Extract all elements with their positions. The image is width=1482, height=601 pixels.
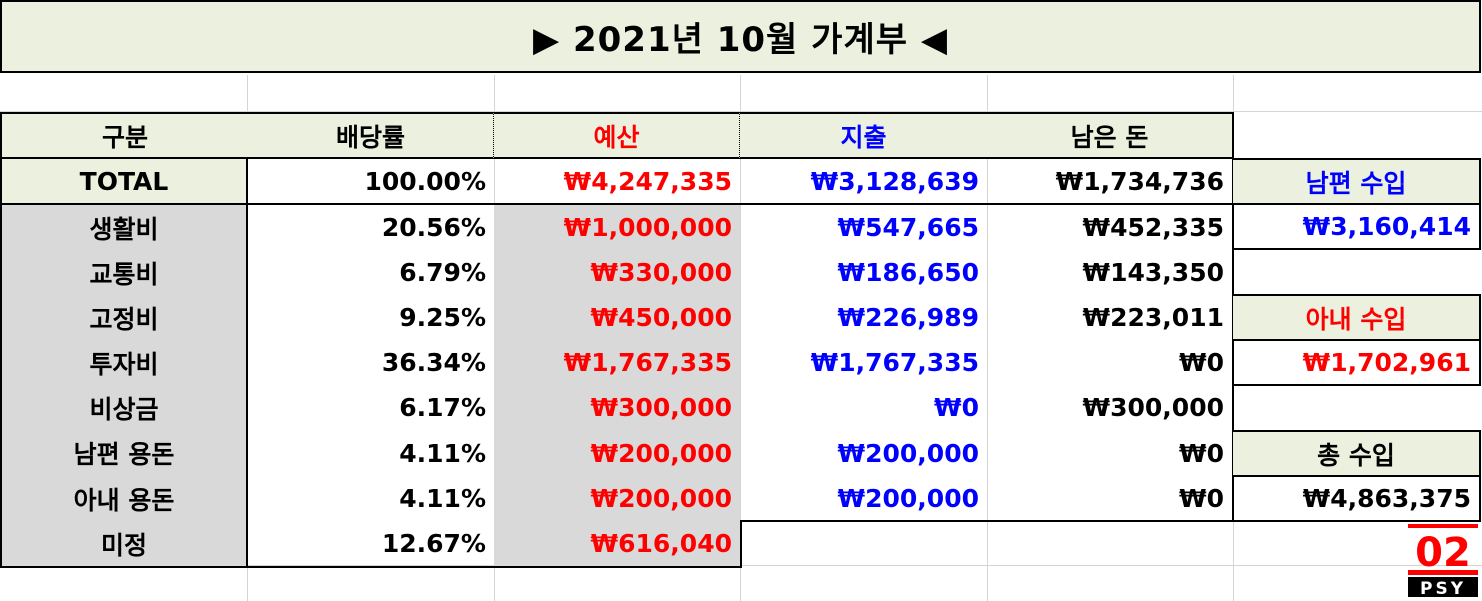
row-remaining[interactable]: ₩223,011 — [987, 295, 1234, 340]
total-label[interactable]: TOTAL — [0, 159, 248, 205]
row-expense[interactable]: ₩0 — [934, 393, 979, 422]
wife-income-label[interactable]: 아내 수입 — [1233, 294, 1481, 341]
row-expense[interactable]: ₩200,000 — [740, 476, 987, 522]
row-ratio[interactable]: 4.11% — [399, 484, 486, 513]
row-budget[interactable]: ₩330,000 — [494, 250, 740, 295]
row-label[interactable]: 고정비 — [0, 295, 248, 340]
total-ratio[interactable]: 100.00% — [248, 159, 494, 205]
total-budget[interactable]: ₩4,247,335 — [494, 159, 740, 205]
row-ratio[interactable]: 20.56% — [381, 213, 486, 242]
row-label[interactable]: 투자비 — [0, 340, 248, 385]
row-ratio[interactable]: 4.11% — [399, 438, 486, 468]
row-budget[interactable]: ₩450,000 — [494, 295, 740, 340]
row-label[interactable]: 미정 — [0, 521, 248, 568]
row-ratio[interactable]: 9.25% — [399, 303, 486, 332]
sheet-title-cell[interactable]: ▶ 2021년 10월 가계부 ◀ — [0, 0, 1481, 73]
row-remaining[interactable]: ₩0 — [987, 476, 1234, 522]
row-ratio[interactable]: 6.17% — [399, 393, 486, 422]
row-budget[interactable]: ₩1,767,335 — [494, 340, 740, 385]
header-ratio[interactable]: 배당률 — [248, 112, 494, 159]
header-remaining[interactable]: 남은 돈 — [987, 112, 1234, 159]
logo-top-text: 02 — [1415, 530, 1471, 576]
row-label[interactable]: 생활비 — [0, 205, 248, 250]
row-remaining[interactable]: ₩452,335 — [987, 205, 1234, 250]
header-expense[interactable]: 지출 — [740, 112, 987, 159]
row-expense[interactable]: ₩226,989 — [837, 303, 979, 332]
row-expense[interactable]: ₩186,650 — [837, 258, 979, 287]
wife-income-value[interactable]: ₩1,702,961 — [1233, 341, 1481, 386]
row-remaining[interactable]: ₩0 — [987, 430, 1234, 476]
husband-income-label[interactable]: 남편 수입 — [1233, 158, 1481, 205]
total-expense[interactable]: ₩3,128,639 — [740, 159, 987, 205]
row-label[interactable]: 교통비 — [0, 250, 248, 295]
sheet-title: ▶ 2021년 10월 가계부 ◀ — [533, 20, 948, 60]
row-label[interactable]: 남편 용돈 — [0, 430, 248, 476]
row-budget[interactable]: ₩300,000 — [494, 385, 740, 430]
row-remaining[interactable]: ₩0 — [987, 340, 1234, 385]
row-remaining[interactable]: ₩143,350 — [987, 250, 1234, 295]
row-budget[interactable]: ₩200,000 — [494, 430, 740, 476]
row-expense[interactable]: ₩1,767,335 — [810, 348, 979, 377]
row-ratio[interactable]: 36.34% — [381, 348, 486, 377]
row-expense[interactable]: ₩547,665 — [837, 213, 979, 242]
row-expense[interactable]: ₩200,000 — [837, 438, 979, 468]
row-label[interactable]: 비상금 — [0, 385, 248, 430]
row-ratio[interactable]: 12.67% — [248, 521, 494, 568]
total-remaining[interactable]: ₩1,734,736 — [987, 159, 1234, 205]
grid-line — [0, 111, 1482, 112]
grid-line — [987, 75, 988, 601]
row-label[interactable]: 아내 용돈 — [0, 476, 248, 521]
logo-bottom-text: PSY — [1420, 579, 1466, 599]
row-budget[interactable]: ₩1,000,000 — [494, 205, 740, 250]
row-budget[interactable]: ₩200,000 — [494, 476, 740, 521]
header-budget[interactable]: 예산 — [494, 112, 740, 159]
husband-income-value[interactable]: ₩3,160,414 — [1233, 205, 1481, 250]
grid-line — [740, 75, 741, 601]
psy-logo-icon: 02 PSY — [1408, 524, 1478, 599]
row-remaining[interactable]: ₩300,000 — [987, 385, 1234, 430]
total-income-label[interactable]: 총 수입 — [1233, 430, 1481, 477]
row-ratio[interactable]: 6.79% — [399, 258, 486, 287]
total-income-value[interactable]: ₩4,863,375 — [1233, 477, 1481, 522]
row-budget[interactable]: ₩616,040 — [494, 521, 742, 568]
header-category[interactable]: 구분 — [0, 112, 248, 159]
